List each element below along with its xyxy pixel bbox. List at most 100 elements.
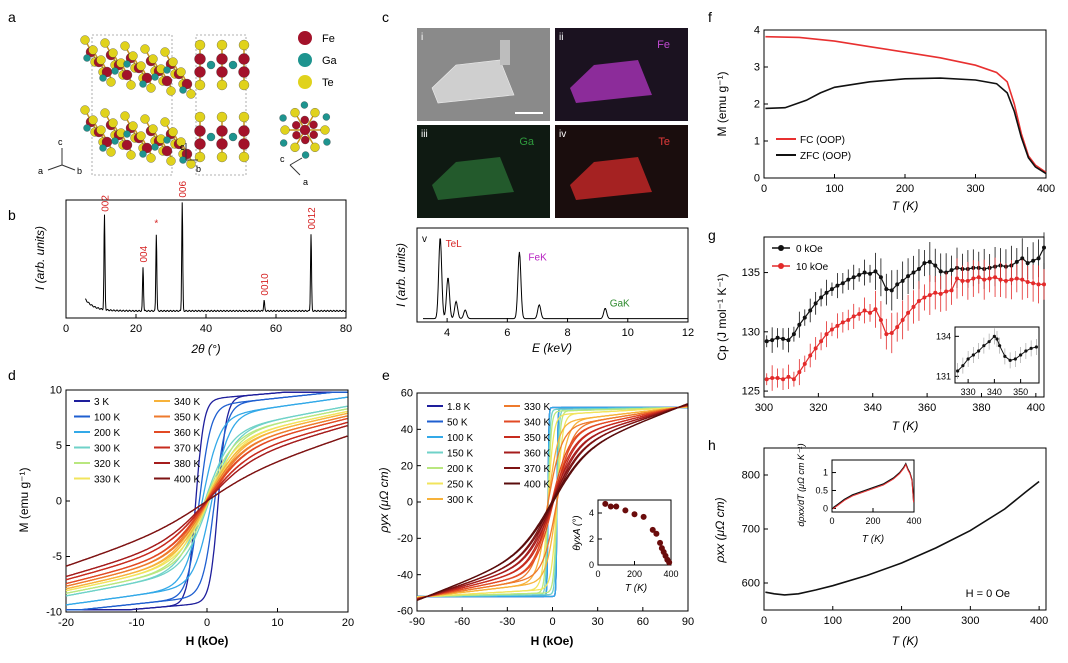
data-point [846, 317, 851, 322]
legend-swatch-te [298, 75, 312, 89]
y-axis-label: M (emu g⁻¹) [715, 71, 729, 136]
tile-numeral-iii: iii [421, 129, 428, 140]
y-tick-label: 3 [754, 62, 760, 74]
rxx-curve [765, 480, 1040, 596]
eds-trace [423, 238, 688, 320]
fe-atom [161, 145, 173, 157]
panel-letter-b: b [8, 207, 16, 223]
eds-spectrum-chart: 4 6 8 10 12 TeL FeK GaK E (keV) I (arb. units) [394, 227, 694, 355]
legend-swatch-ga [298, 53, 312, 67]
ga-atom [206, 60, 216, 70]
fe-atom [181, 148, 193, 160]
inset-point [956, 369, 960, 373]
flake-te [570, 157, 652, 200]
x-tick-label: 60 [270, 323, 282, 335]
data-point [1025, 261, 1030, 266]
y-tick-label: -40 [397, 569, 413, 581]
inset-point [977, 349, 981, 353]
fe-atom [300, 115, 309, 125]
plot-frame [763, 236, 1045, 398]
hall-branch [416, 403, 688, 601]
ga-atom [279, 114, 287, 122]
inset-point [982, 344, 986, 348]
x-tick-label: 6 [504, 327, 510, 339]
x-tick-label: 0 [761, 183, 767, 195]
y-tick-label: 0.5 [815, 485, 828, 495]
x-tick-label: 30 [592, 616, 604, 628]
data-point [993, 275, 998, 280]
y-tick-label: 1 [823, 468, 828, 478]
data-point [764, 377, 769, 382]
ga-atom [99, 74, 107, 82]
data-point [927, 259, 932, 264]
ga-atom [123, 60, 131, 68]
legend-swatch-fe [298, 31, 312, 45]
legend-label: 300 K [447, 495, 473, 506]
y-axis-label: I (arb. units) [33, 226, 47, 290]
data-point [835, 283, 840, 288]
legend-label: 200 K [94, 428, 120, 439]
data-point [829, 287, 834, 292]
x-tick-label: 300 [755, 402, 773, 414]
x-tick-label: 200 [896, 183, 914, 195]
data-point [938, 291, 943, 296]
tile-numeral-i: i [421, 32, 423, 43]
legend-label: 1.8 K [447, 402, 471, 413]
te-atom [120, 111, 130, 121]
fe-atom [121, 139, 133, 151]
ga-atom [206, 132, 216, 142]
inset-point [995, 337, 999, 341]
y-tick-label: 131 [936, 371, 951, 381]
x-tick-label: 90 [682, 616, 694, 628]
peak-label: 006 [178, 181, 189, 198]
hysteresis-branch [65, 396, 348, 606]
data-point [873, 269, 878, 274]
fe-atom [299, 124, 311, 136]
legend-label: 330 K [94, 475, 120, 486]
data-point [829, 327, 834, 332]
te-atom [148, 124, 158, 134]
flake-sem [431, 59, 515, 104]
y-tick-label: 700 [742, 524, 760, 536]
inset-point [966, 357, 970, 361]
data-point [873, 307, 878, 312]
data-point [781, 377, 786, 382]
data-point [813, 346, 818, 351]
te-atom [128, 121, 138, 131]
data-point [1014, 259, 1019, 264]
inset-point [1008, 358, 1012, 362]
legend-label: 340 K [524, 418, 550, 429]
x-tick-label: 300 [966, 183, 984, 195]
inset-y-label: dρxx/dT (μΩ cm K⁻¹) [796, 443, 806, 526]
te-atom [310, 108, 320, 118]
y-tick-label: 800 [742, 470, 760, 482]
data-point [862, 308, 867, 313]
axis-b-label: b [77, 166, 82, 176]
x-tick-label: 100 [825, 183, 843, 195]
x-tick-label: 340 [987, 387, 1002, 397]
te-atom [166, 156, 176, 166]
te-atom [194, 79, 206, 91]
ga-atom [228, 132, 238, 142]
panel-letter-c: c [382, 9, 389, 25]
y-tick-label: 5 [56, 440, 62, 452]
panel-letter-g: g [708, 227, 716, 243]
fe-atom [194, 66, 206, 78]
axis-c-label-2: c [180, 142, 185, 152]
ga-atom [83, 124, 91, 132]
x-tick-label: 100 [824, 615, 842, 627]
x-tick-label: 80 [340, 323, 352, 335]
data-point [944, 289, 949, 294]
data-point [797, 370, 802, 375]
xrd-chart: 0 20 40 60 80 002 004 * 006 0010 0012 2θ (°) I (arb.… [33, 181, 352, 356]
panel-letter-f: f [708, 9, 712, 25]
x-axis-label: T (K) [892, 199, 919, 213]
te-atom [106, 77, 116, 87]
unit-cell-perspective [80, 34, 196, 176]
data-point [840, 320, 845, 325]
inset-point [1019, 353, 1023, 357]
data-point [916, 267, 921, 271]
legend-label: 330 K [524, 402, 550, 413]
data-point [824, 290, 829, 295]
